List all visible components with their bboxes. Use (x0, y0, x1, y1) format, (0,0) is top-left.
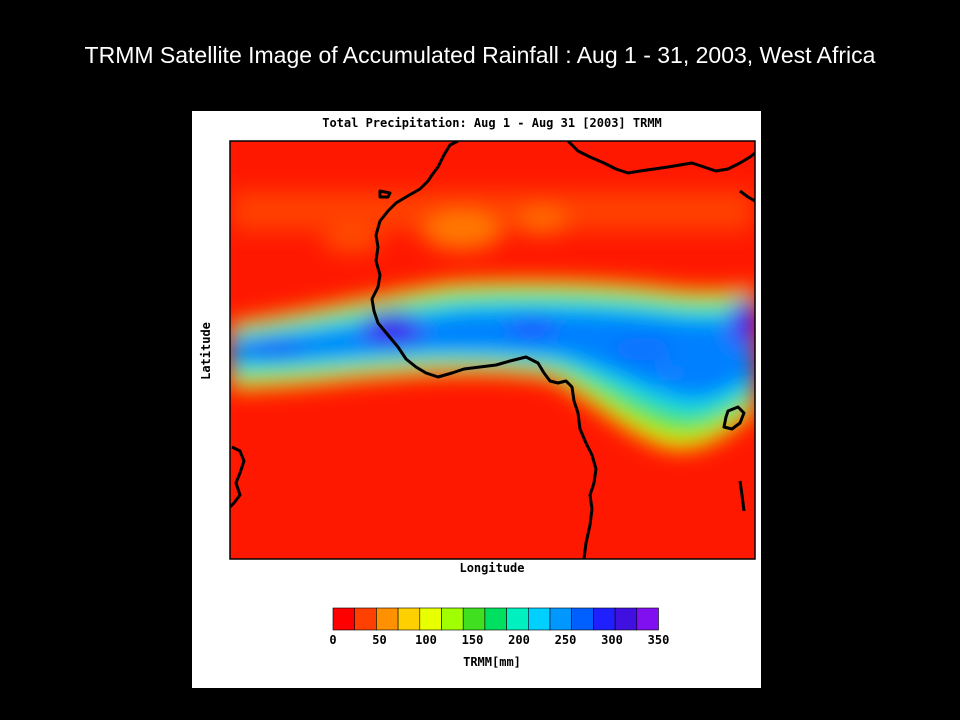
y-axis-label: Latitude (199, 322, 213, 380)
colorbar-tick-label: 150 (462, 633, 484, 647)
colorbar-cell (593, 607, 616, 631)
colorbar-cell (636, 607, 659, 631)
colorbar-cell (614, 607, 638, 631)
colorbar-tick-label: 0 (329, 633, 336, 647)
colorbar-cell (527, 607, 551, 631)
colorbar (332, 607, 659, 631)
map-figure: Total Precipitation: Aug 1 - Aug 31 [200… (192, 111, 761, 688)
colorbar-tick-label: 50 (372, 633, 386, 647)
slide-title: TRMM Satellite Image of Accumulated Rain… (84, 42, 876, 68)
colorbar-tick-label: 200 (508, 633, 530, 647)
x-axis-label: Longitude (459, 561, 524, 575)
colorbar-label: TRMM[mm] (463, 655, 521, 669)
colorbar-cell (506, 607, 529, 631)
coastline (230, 141, 755, 559)
colorbar-cell (354, 607, 377, 631)
colorbar-tick-label: 350 (648, 633, 670, 647)
colorbar-cell (376, 607, 399, 631)
colorbar-cell (549, 607, 573, 631)
colorbar-tick-label: 250 (555, 633, 577, 647)
colorbar-ticks: 0 50 100 150 200 250 300 350 (329, 633, 669, 647)
colorbar-cell (397, 607, 421, 631)
precipitation-field (230, 141, 755, 559)
map-title: Total Precipitation: Aug 1 - Aug 31 [200… (322, 116, 662, 130)
colorbar-cell (419, 607, 442, 631)
colorbar-cell (441, 607, 464, 631)
colorbar-cell (484, 607, 507, 631)
plot-frame (229, 140, 756, 560)
precipitation-map-svg: Total Precipitation: Aug 1 - Aug 31 [200… (199, 116, 756, 669)
colorbar-cell (462, 607, 486, 631)
colorbar-tick-label: 100 (415, 633, 437, 647)
colorbar-tick-label: 300 (601, 633, 623, 647)
colorbar-cell (571, 607, 594, 631)
colorbar-cell (332, 607, 356, 631)
